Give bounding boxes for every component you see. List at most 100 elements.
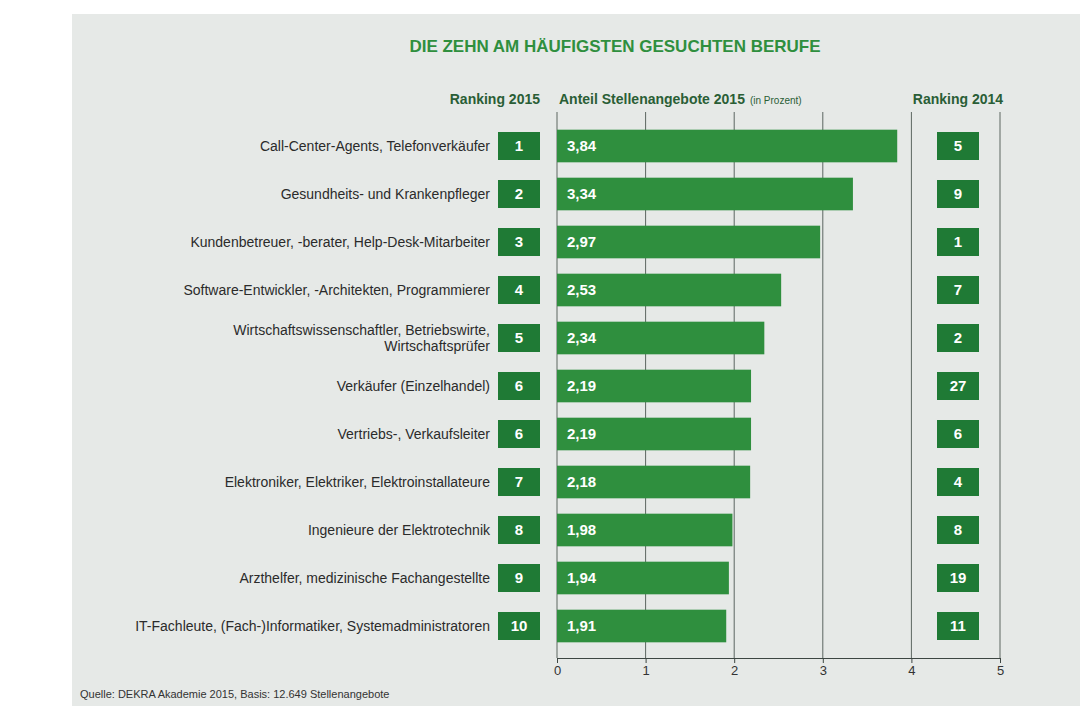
category-label: IT-Fachleute, (Fach-)Informatiker, Syste… [135, 618, 490, 634]
tick-label: 0 [554, 663, 561, 678]
data-label: 1,91 [567, 617, 596, 634]
rank-box [937, 324, 979, 352]
data-label: 2,53 [567, 281, 596, 298]
background [72, 14, 1080, 706]
tick: 1 [642, 658, 649, 678]
rank-box [498, 276, 540, 304]
rank-box [498, 228, 540, 256]
category-label: Elektroniker, Elektriker, Elektroinstall… [225, 474, 491, 490]
bars [557, 130, 897, 643]
axis-title-main: Anteil Stellenangebote 2015 [559, 91, 745, 107]
rank-label: 1 [515, 137, 523, 154]
rank-box [498, 132, 540, 160]
rank-label: 2 [515, 185, 523, 202]
rank-box [937, 420, 979, 448]
rank-label: 9 [954, 185, 962, 202]
category-label: Call-Center-Agents, Telefonverkäufer [260, 138, 490, 154]
tick-label: 2 [731, 663, 738, 678]
rank-box [937, 228, 979, 256]
rank-label: 7 [515, 473, 523, 490]
rank-label: 5 [515, 329, 523, 346]
x-axis: 0 1 2 3 4 5 [554, 658, 1004, 678]
category-label: Gesundheits- und Krankenpfleger [281, 186, 491, 202]
tick-label: 1 [642, 663, 649, 678]
rank-box [498, 324, 540, 352]
title: DIE ZEHN AM HÄUFIGSTEN GESUCHTEN BERUFE [409, 37, 820, 56]
rank-label: 10 [511, 617, 528, 634]
data-label: 3,84 [567, 137, 597, 154]
rank-column: 123456678910 [498, 132, 540, 640]
data-label: 2,19 [567, 377, 596, 394]
bar [557, 226, 820, 259]
rank-label: 4 [954, 473, 963, 490]
bar [557, 514, 732, 547]
rank-box [937, 612, 979, 640]
rank-label: 8 [954, 521, 962, 538]
bar [557, 130, 897, 163]
rank-label: 6 [515, 425, 523, 442]
column-head: Ranking 2015 [450, 91, 540, 107]
rank-label: 6 [954, 425, 962, 442]
data-label: 2,19 [567, 425, 596, 442]
category-label: Arzthelfer, medizinische Fachangestellte [239, 570, 490, 586]
category-label: Vertriebs-, Verkaufsleiter [337, 426, 490, 442]
rank-label: 2 [954, 329, 962, 346]
rank-label: 8 [515, 521, 523, 538]
rank-label: 5 [954, 137, 962, 154]
rank-box [937, 468, 979, 496]
rank-box [937, 132, 979, 160]
data-label: 1,98 [567, 521, 596, 538]
data-label: 1,94 [567, 569, 597, 586]
category-labels: Call-Center-Agents, Telefonverkäufer Gesu… [135, 138, 491, 634]
data-label: 2,34 [567, 329, 597, 346]
grid-line [1000, 112, 1001, 658]
rank-label: 27 [950, 377, 967, 394]
bar [557, 418, 751, 451]
grid-line [911, 112, 912, 658]
axis-title: Anteil Stellenangebote 2015 (in Prozent) [559, 91, 802, 107]
tick: 4 [908, 658, 915, 678]
bar [557, 370, 751, 403]
grid [557, 112, 1000, 658]
category-label: Verkäufer (Einzelhandel) [337, 378, 490, 394]
rank-label: 3 [515, 233, 523, 250]
data-label: 2,97 [567, 233, 596, 250]
rank-column: 5 9 1 7 2 27 6 4 8 19 11 [937, 132, 979, 640]
rank-box [937, 564, 979, 592]
rank-box [498, 180, 540, 208]
tick-label: 3 [820, 663, 827, 678]
bar [557, 178, 853, 211]
rank-box [498, 372, 540, 400]
tick-label: 4 [908, 663, 915, 678]
rank-label: 1 [954, 233, 962, 250]
category-label: Ingenieure der Elektrotechnik [308, 522, 491, 538]
bar [557, 322, 764, 355]
bar [557, 274, 781, 307]
rank-box [498, 468, 540, 496]
bar [557, 610, 726, 643]
data-label: 2,18 [567, 473, 596, 490]
rank-box [498, 516, 540, 544]
category-label: Wirtschaftswissenschaftler, Betriebswirt… [233, 322, 490, 354]
rank-box [498, 612, 540, 640]
tick-label: 5 [997, 663, 1004, 678]
rank-box [937, 516, 979, 544]
rank-box [937, 180, 979, 208]
rank-label: 11 [950, 617, 966, 634]
data-labels: 3,843,342,972,532,342,192,192,181,981,94… [567, 137, 597, 634]
category-label: Software-Entwickler, -Architekten, Progr… [183, 282, 490, 298]
tick: 2 [731, 658, 738, 678]
rank-box [498, 420, 540, 448]
tick: 3 [820, 658, 827, 678]
rank-box [498, 564, 540, 592]
axis-line [558, 659, 1001, 664]
rank-label: 19 [950, 569, 967, 586]
bar [557, 466, 750, 499]
rank-label: 9 [515, 569, 523, 586]
rank-label: 7 [954, 281, 962, 298]
axis-title-unit: (in Prozent) [750, 95, 802, 106]
tick: 0 [554, 658, 561, 678]
rank-box [937, 276, 979, 304]
rank-label: 4 [515, 281, 524, 298]
bar [557, 562, 729, 595]
